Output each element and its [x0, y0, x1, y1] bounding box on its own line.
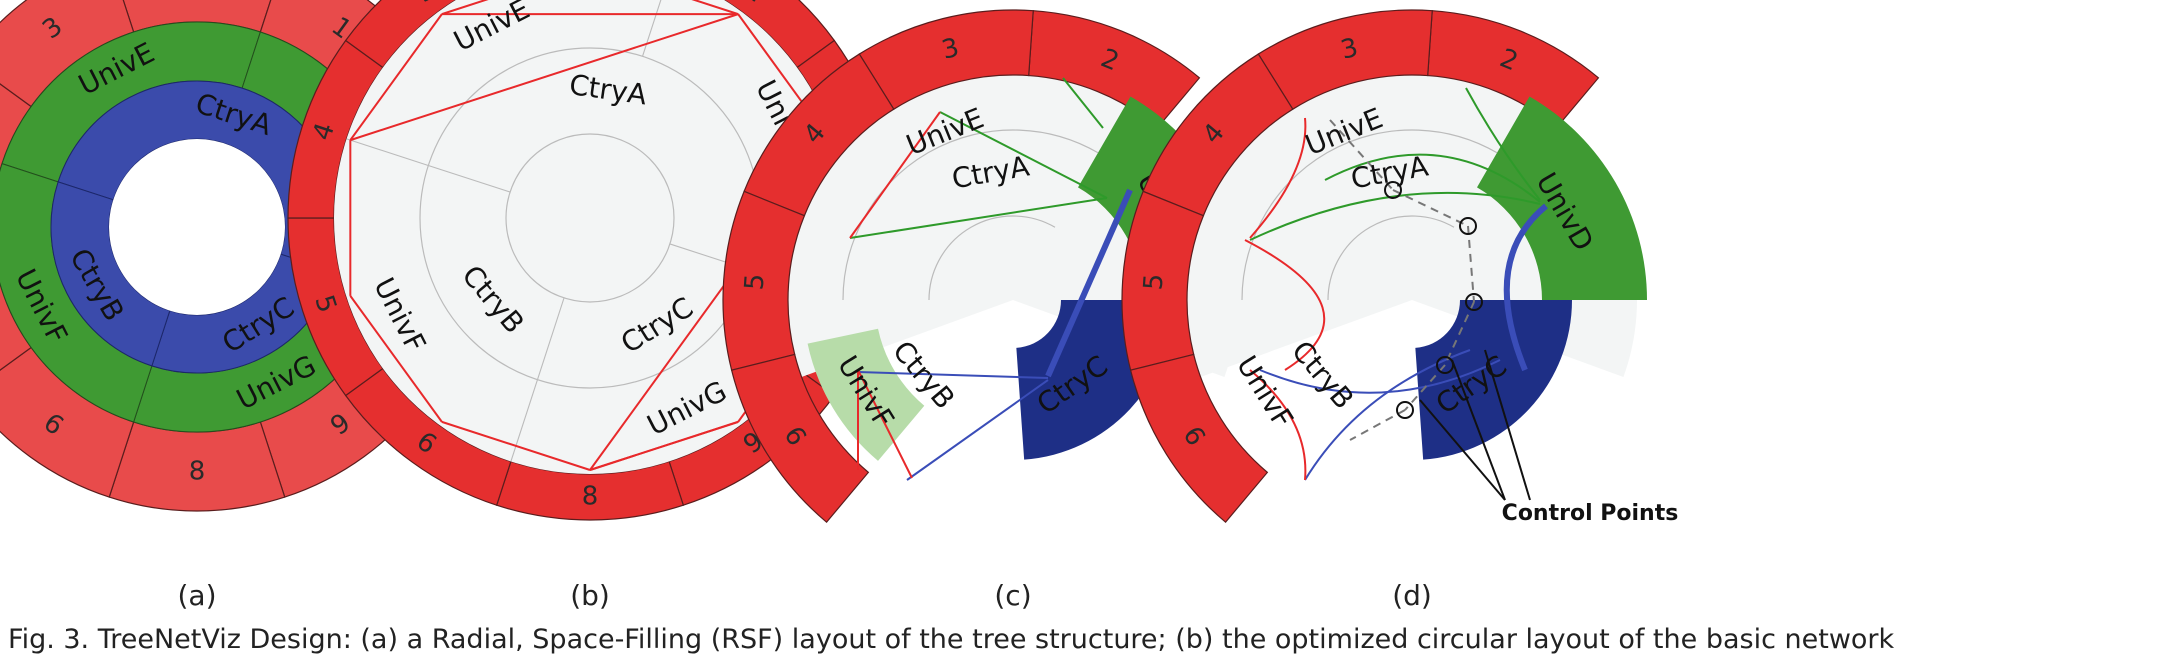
leaf-label: 1 — [739, 0, 770, 9]
leaf-label: 5 — [1139, 273, 1170, 292]
inner-area — [334, 0, 846, 474]
leaf-segment — [1257, 9, 1433, 111]
annotation-arrow — [1484, 349, 1531, 501]
center-hole — [109, 139, 285, 315]
control-polygon — [1404, 364, 1446, 411]
hierarchy-ring — [505, 133, 675, 303]
network-edge — [1062, 77, 1104, 129]
bundled-edge — [1259, 359, 1501, 394]
figure-caption: Fig. 3. TreeNetViz Design: (a) a Radial,… — [8, 624, 1895, 655]
leaf-label: 3 — [410, 0, 441, 9]
hierarchy-ring — [842, 129, 1099, 301]
network-edge — [589, 420, 739, 471]
hierarchy-ring — [928, 215, 1056, 301]
control-point — [1396, 401, 1414, 419]
leaf-label: 5 — [740, 273, 771, 292]
leaf-segment — [730, 353, 870, 523]
network-edge — [441, 420, 591, 471]
control-point — [1384, 181, 1402, 199]
network-edge — [906, 379, 1049, 481]
hierarchy-divider — [346, 138, 429, 166]
leaf-segment — [1121, 190, 1205, 371]
bundled-edge — [1503, 203, 1548, 372]
bundled-edge — [1244, 239, 1326, 371]
panel-b: 2107986543UnivEUnivDUnivGUnivFCtryACtryC… — [287, 0, 893, 521]
leaf-label: 8 — [582, 482, 599, 512]
network-edge — [857, 369, 913, 479]
leaf-segment — [0, 83, 32, 173]
hierarchy-divider — [642, 0, 662, 57]
network-edge — [1045, 188, 1133, 378]
network-edge — [349, 295, 443, 423]
control-points-label: Control Points — [1502, 501, 1679, 526]
control-polygon — [1467, 225, 1475, 303]
univf-highlight — [807, 328, 925, 461]
univ-segment-aggregated — [1477, 96, 1647, 300]
network-edge — [857, 371, 1049, 379]
network-edge — [441, 0, 489, 16]
leaf-label: 3 — [1338, 33, 1361, 66]
control-polygon — [1349, 409, 1406, 441]
panel-label: (c) — [994, 579, 1031, 612]
control-point — [1459, 217, 1477, 235]
network-edge — [849, 197, 1108, 239]
hierarchy-divider — [510, 297, 565, 462]
panel-labels: (a) (b) (c) (d) — [177, 579, 1431, 612]
panel-label: (a) — [177, 579, 216, 612]
panel-label: (d) — [1392, 579, 1432, 612]
control-point — [1465, 293, 1483, 311]
network-edge — [350, 13, 739, 142]
leaf-segment — [722, 190, 806, 371]
bundled-edge — [1249, 117, 1307, 239]
leaf-segment — [858, 9, 1034, 111]
leaf-segment — [1427, 10, 1600, 129]
bundled-edge — [1304, 349, 1471, 481]
leaf-label: 3 — [939, 33, 962, 66]
annotation-arrow — [1451, 359, 1506, 501]
hierarchy-ring — [1327, 215, 1455, 301]
control-polygon — [1444, 301, 1475, 366]
panel-label: (b) — [570, 579, 610, 612]
annotation-arrow — [1419, 399, 1506, 501]
univ-label: UnivF — [1230, 350, 1300, 434]
leaf-label: 8 — [189, 457, 206, 487]
bundled-edge — [1324, 153, 1541, 203]
bundled-edge — [1465, 87, 1541, 201]
control-polygon — [1329, 119, 1394, 191]
leaf-segment — [1142, 53, 1294, 217]
network-edge — [849, 111, 941, 239]
hierarchy-divider — [428, 164, 511, 193]
network-edge — [691, 0, 739, 16]
hierarchy-ring — [1241, 129, 1498, 301]
network-edge — [939, 111, 1108, 199]
leaf-segment — [1129, 353, 1269, 523]
bundled-edge — [1249, 369, 1307, 481]
ctry-label: CtryB — [1285, 334, 1360, 415]
network-edge — [349, 13, 443, 141]
leaf-segment — [743, 53, 895, 217]
